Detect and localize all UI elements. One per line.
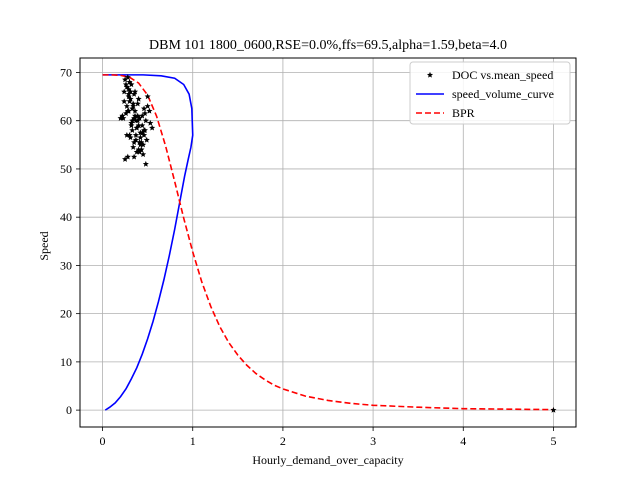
chart-title: DBM 101 1800_0600,RSE=0.0%,ffs=69.5,alph…: [149, 38, 507, 53]
scatter-point: [139, 122, 146, 129]
scatter-point: [130, 144, 137, 150]
scatter-point: [143, 136, 150, 143]
y-tick-label: 20: [60, 307, 72, 321]
scatter-point: [127, 88, 134, 95]
series-group: [102, 74, 557, 413]
scatter-point: [122, 156, 129, 162]
x-tick-label: 3: [370, 434, 376, 448]
x-tick-label: 0: [100, 434, 106, 448]
scatter-point: [137, 141, 144, 148]
scatter-point: [123, 131, 130, 138]
scatter-point: [140, 131, 148, 138]
scatter-point: [550, 406, 557, 413]
legend-box: [409, 61, 571, 125]
scatter-point: [142, 117, 149, 124]
scatter-point: [144, 93, 151, 100]
scatter-point: [127, 134, 134, 141]
scatter-point: [125, 107, 132, 114]
y-tick-label: 10: [60, 355, 72, 369]
legend-label: BPR: [452, 106, 475, 120]
scatter-point: [124, 74, 131, 80]
scatter-point: [132, 131, 139, 138]
scatter-point: [125, 86, 132, 92]
grid: [80, 58, 576, 427]
scatter-point: [146, 107, 153, 114]
x-tick-label: 4: [460, 434, 466, 448]
scatter-point: [140, 105, 148, 112]
y-tick-label: 30: [60, 258, 72, 272]
x-tick-label: 5: [550, 434, 556, 448]
scatter-point: [124, 153, 131, 160]
y-axis-label: Speed: [37, 231, 51, 260]
x-axis-label: Hourly_demand_over_capacity: [252, 453, 403, 467]
x-tick-label: 1: [190, 434, 196, 448]
scatter-point: [138, 139, 145, 145]
scatter-point: [123, 103, 130, 109]
y-tick-label: 0: [66, 403, 72, 417]
scatter-point: [129, 127, 136, 133]
scatter-point: [137, 129, 144, 136]
scatter-point: [136, 148, 143, 155]
legend-label: speed_volume_curve: [452, 87, 554, 101]
legend-scatter-marker: [426, 71, 434, 78]
scatter-point: [131, 88, 139, 95]
legend-label: DOC vs.mean_speed: [452, 68, 553, 82]
y-tick-label: 70: [60, 65, 72, 79]
scatter-point: [128, 122, 135, 129]
x-tick-label: 2: [280, 434, 286, 448]
scatter-point: [131, 139, 138, 145]
axes-frame: [79, 57, 577, 428]
y-tick-label: 40: [60, 210, 72, 224]
scatter-point: [139, 112, 146, 119]
scatter-point: [147, 119, 154, 126]
scatter-point: [126, 98, 133, 104]
scatter-point: [131, 153, 138, 160]
scatter-point: [134, 100, 141, 107]
scatter-point: [142, 160, 149, 167]
scatter-point: [149, 124, 156, 131]
y-tick-label: 60: [60, 114, 72, 128]
scatter-point: [136, 115, 143, 121]
scatter-point: [131, 90, 138, 97]
y-tick-label: 50: [60, 162, 72, 176]
scatter-point: [144, 103, 151, 109]
scatter-point: [125, 93, 132, 100]
scatter-point: [135, 95, 142, 102]
speed-volume-curve-line: [102, 74, 194, 411]
scatter-point: [129, 117, 136, 124]
scatter-point: [129, 105, 136, 112]
scatter-point: [130, 103, 137, 109]
scatter-point: [132, 136, 139, 143]
scatter-point: [141, 127, 148, 133]
scatter-point: [121, 98, 128, 104]
scatter-point: [140, 151, 147, 158]
scatter-point: [128, 81, 135, 88]
legend: DOC vs.mean_speed speed_volume_curve BPR: [409, 61, 571, 125]
scatter-point: [132, 117, 139, 124]
scatter-point: [117, 115, 124, 121]
scatter-point: [141, 110, 148, 117]
scatter-point: [127, 95, 134, 102]
scatter-point: [133, 124, 140, 131]
scatter-point: [137, 134, 144, 141]
scatter-point: [131, 107, 139, 114]
plot-area: [102, 74, 557, 413]
bpr-line: [102, 74, 554, 411]
scatter-point: [122, 110, 130, 117]
scatter-point: [121, 88, 128, 95]
scatter-point: [122, 76, 129, 83]
